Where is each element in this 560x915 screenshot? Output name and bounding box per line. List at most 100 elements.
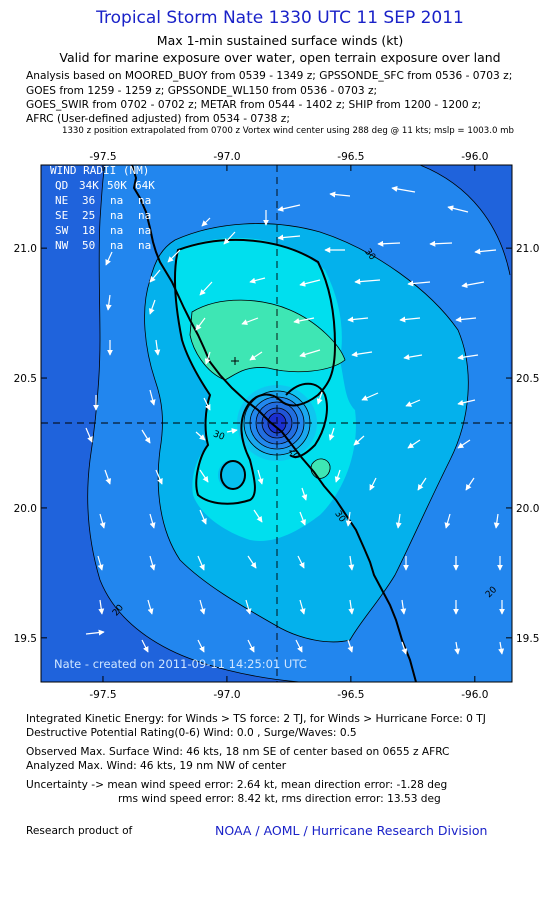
x-tick-label-bottom-1: -97.0 bbox=[213, 689, 240, 701]
wind-vector-2 bbox=[277, 204, 301, 212]
wind-vector-88 bbox=[85, 629, 105, 636]
wind-radii-table: WIND RADII (NM) QD 34K 50K 64K NE 36 na … bbox=[50, 165, 155, 252]
wind-radii-se-50k: na bbox=[110, 209, 123, 222]
wind-vector-33 bbox=[299, 349, 321, 358]
wind-vector-25 bbox=[293, 317, 315, 324]
wind-vector-93 bbox=[347, 639, 354, 653]
source-line-1: Analysis based on MOORED_BUOY from 0539 … bbox=[26, 70, 513, 82]
wind-vector-59 bbox=[417, 477, 427, 491]
wind-vector-47 bbox=[226, 428, 238, 434]
wind-vector-53 bbox=[155, 469, 163, 485]
wind-vector-11 bbox=[429, 240, 453, 247]
chart-title: Tropical Storm Nate 1330 UTC 11 SEP 2011 bbox=[96, 8, 464, 28]
wind-vector-70 bbox=[97, 555, 104, 571]
wind-radii-header-64k: 64K bbox=[135, 179, 155, 192]
wind-vector-73 bbox=[247, 555, 257, 569]
x-tick-label-top-1: -97.0 bbox=[213, 151, 240, 163]
y-tick-label-right-2: 20.0 bbox=[516, 503, 539, 515]
wind-vector-75 bbox=[348, 555, 355, 571]
y-tick-label-right-3: 19.5 bbox=[516, 633, 539, 645]
wind-radii-header-50k: 50K bbox=[107, 179, 127, 192]
wind-vector-34 bbox=[351, 351, 373, 358]
x-tick-label-bottom-2: -96.5 bbox=[337, 689, 364, 701]
wind-vector-80 bbox=[147, 599, 154, 615]
wind-radii-sw-50k: na bbox=[110, 224, 123, 237]
wind-vector-17 bbox=[299, 279, 321, 287]
wind-vector-0 bbox=[201, 217, 211, 227]
wind-vector-8 bbox=[277, 234, 301, 241]
wind-vector-48 bbox=[328, 427, 335, 441]
wind-vector-63 bbox=[199, 509, 207, 525]
wind-radii-header-qd: QD bbox=[55, 179, 68, 192]
wind-vector-21 bbox=[105, 294, 112, 311]
wind-radii-nw-34k: 50 bbox=[82, 239, 95, 252]
source-line-3: GOES_SWIR from 0702 - 0702 z; METAR from… bbox=[26, 99, 482, 111]
crosshair-lines bbox=[41, 165, 512, 682]
wind-vector-43 bbox=[457, 399, 476, 406]
contour-label-1: 30 bbox=[212, 429, 226, 442]
wind-vector-41 bbox=[361, 392, 379, 401]
wind-vector-64 bbox=[253, 509, 263, 523]
x-tick-label-bottom-0: -97.5 bbox=[89, 689, 116, 701]
wind-radii-nw-label: NW bbox=[55, 239, 69, 252]
noaa-link[interactable]: NOAA / AOML / Hurricane Research Divisio… bbox=[215, 823, 488, 838]
y-tick-label-left-0: 21.0 bbox=[14, 243, 37, 255]
wind-vector-92 bbox=[295, 639, 303, 653]
coastline bbox=[131, 165, 417, 682]
wind-vector-65 bbox=[299, 511, 306, 526]
x-tick-label-bottom-3: -96.0 bbox=[461, 689, 488, 701]
wind-vector-28 bbox=[455, 316, 477, 323]
wind-vector-32 bbox=[249, 351, 263, 361]
wind-vector-18 bbox=[354, 278, 381, 285]
wind-vector-90 bbox=[197, 639, 205, 653]
wind-vector-51 bbox=[457, 439, 471, 449]
wind-vector-23 bbox=[195, 317, 206, 331]
wind-vector-54 bbox=[199, 469, 209, 483]
wind-radii-sw-34k: 18 bbox=[82, 224, 95, 237]
plot-frame bbox=[40, 164, 513, 683]
contour-fill-10kt-pocket bbox=[218, 460, 246, 490]
x-tick-label-top-0: -97.5 bbox=[89, 151, 116, 163]
wind-vector-57 bbox=[334, 469, 341, 483]
wind-vector-22 bbox=[148, 299, 156, 315]
wind-vector-84 bbox=[348, 599, 355, 615]
wind-vector-52 bbox=[104, 469, 112, 485]
max-wind-marker bbox=[231, 357, 239, 365]
wind-vector-44 bbox=[85, 427, 93, 443]
wind-vector-69 bbox=[493, 513, 500, 529]
wind-vector-60 bbox=[465, 477, 475, 491]
source-line-4: AFRC (User-defined adjusted) from 0534 -… bbox=[26, 113, 290, 125]
wind-vector-15 bbox=[199, 281, 213, 296]
wind-radii-se-34k: 25 bbox=[82, 209, 95, 222]
wind-vector-72 bbox=[197, 555, 205, 571]
observed-max-line: Observed Max. Surface Wind: 46 kts, 18 n… bbox=[26, 746, 450, 758]
y-tick-label-right-0: 21.0 bbox=[516, 243, 539, 255]
wind-vector-74 bbox=[297, 555, 305, 569]
uncertainty-line-2: rms wind speed error: 8.42 kt, rms direc… bbox=[118, 793, 441, 805]
wind-vector-58 bbox=[369, 477, 377, 491]
wind-radii-nw-64k: na bbox=[138, 239, 151, 252]
wind-vector-71 bbox=[149, 555, 156, 571]
wind-radii-sw-64k: na bbox=[138, 224, 151, 237]
y-tick-label-right-1: 20.5 bbox=[516, 373, 539, 385]
axis-ticks bbox=[41, 165, 512, 682]
wind-vector-10 bbox=[377, 240, 401, 247]
wind-vector-83 bbox=[299, 599, 306, 615]
wind-vector-68 bbox=[444, 513, 451, 529]
wind-vector-45 bbox=[141, 429, 151, 444]
wind-vector-91 bbox=[247, 639, 255, 653]
wind-radii-sw-label: SW bbox=[55, 224, 69, 237]
wind-vector-94 bbox=[401, 641, 408, 655]
wind-vector-38 bbox=[149, 389, 156, 406]
wind-vector-50 bbox=[407, 439, 421, 449]
wind-radii-ne-34k: 36 bbox=[82, 194, 95, 207]
wind-vector-49 bbox=[353, 435, 365, 446]
wind-vector-26 bbox=[347, 316, 369, 323]
wind-vectors bbox=[85, 185, 505, 655]
wind-vector-35 bbox=[403, 354, 423, 361]
wind-vector-4 bbox=[391, 185, 416, 193]
wind-vector-16 bbox=[249, 277, 266, 284]
wind-vector-40 bbox=[316, 391, 323, 405]
wind-vector-6 bbox=[167, 249, 181, 263]
